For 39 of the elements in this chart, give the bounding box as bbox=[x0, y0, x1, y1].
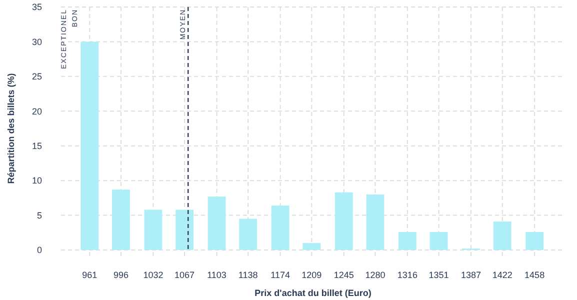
x-tick-label: 961 bbox=[82, 270, 98, 280]
y-tick-label: 5 bbox=[36, 210, 42, 220]
bar bbox=[144, 210, 162, 250]
bar bbox=[176, 210, 194, 250]
x-tick-label: 1174 bbox=[270, 270, 290, 280]
bar bbox=[398, 232, 416, 250]
y-tick-label: 35 bbox=[32, 2, 42, 12]
bar bbox=[334, 192, 353, 250]
x-tick-label: 1458 bbox=[524, 270, 545, 280]
x-tick-label: 1032 bbox=[143, 270, 164, 280]
x-tick-label: 1422 bbox=[492, 270, 512, 280]
x-tick-label: 1351 bbox=[428, 270, 449, 280]
x-tick-label: 1103 bbox=[207, 270, 226, 280]
x-tick-label: 996 bbox=[113, 270, 128, 280]
bar bbox=[80, 42, 99, 250]
y-tick-label: 15 bbox=[32, 141, 42, 152]
x-axis-title: Prix d'achat du billet (Euro) bbox=[254, 288, 372, 298]
bar bbox=[302, 243, 321, 250]
x-tick-label: 1067 bbox=[174, 270, 195, 280]
x-tick-label: 1209 bbox=[302, 270, 322, 280]
x-tick-label: 1245 bbox=[334, 270, 354, 280]
y-tick-label: 30 bbox=[32, 36, 42, 47]
bar bbox=[271, 206, 290, 250]
bar bbox=[526, 232, 544, 250]
y-tick-label: 10 bbox=[32, 176, 42, 186]
y-axis-title: Répartition des billets (%) bbox=[6, 73, 16, 184]
y-tick-label: 20 bbox=[32, 106, 42, 116]
bar bbox=[430, 232, 448, 250]
x-tick-label: 1280 bbox=[365, 270, 386, 280]
bar bbox=[112, 190, 130, 250]
bar bbox=[493, 222, 512, 250]
bar bbox=[239, 218, 258, 250]
bar bbox=[366, 194, 384, 250]
y-tick-label: 0 bbox=[36, 245, 42, 256]
x-tick-label: 1387 bbox=[460, 270, 482, 280]
x-tick-label: 1316 bbox=[397, 270, 418, 280]
x-tick-label: 1138 bbox=[238, 270, 258, 280]
y-tick-label: 25 bbox=[32, 72, 42, 82]
bar bbox=[208, 196, 226, 250]
